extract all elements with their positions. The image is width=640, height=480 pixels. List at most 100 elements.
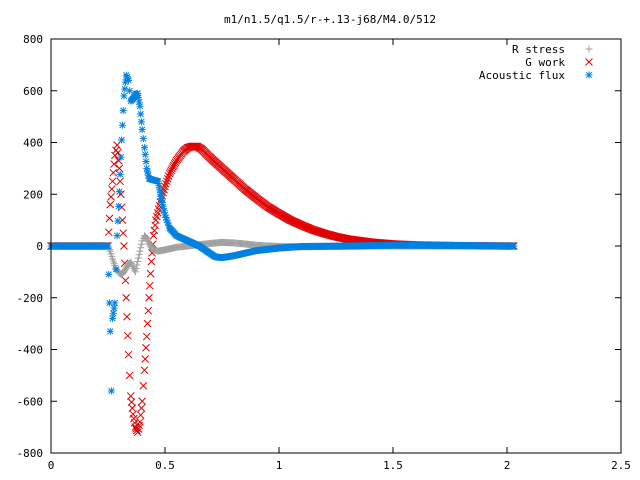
- data-point: [143, 234, 151, 242]
- data-point: [118, 136, 126, 144]
- data-point: [142, 343, 150, 352]
- x-tick-label: 0.5: [155, 459, 175, 472]
- data-point: [159, 203, 167, 211]
- x-tick-label: 2: [504, 459, 511, 472]
- legend-marker: [585, 71, 593, 79]
- x-tick-label: 0: [48, 459, 55, 472]
- data-point: [117, 203, 126, 212]
- data-point: [131, 268, 139, 276]
- series-g-work: [47, 141, 518, 437]
- data-point: [109, 314, 117, 322]
- data-point: [115, 188, 123, 196]
- legend-marker: [585, 58, 593, 66]
- data-point: [147, 257, 156, 266]
- data-point: [129, 263, 137, 271]
- data-point: [127, 258, 135, 266]
- x-tick-label: 1.5: [383, 459, 403, 472]
- x-tick-label: 1: [276, 459, 283, 472]
- data-point: [107, 387, 115, 395]
- data-point: [136, 418, 144, 426]
- data-point: [118, 121, 126, 129]
- data-point: [114, 217, 122, 225]
- data-point: [107, 185, 116, 193]
- data-point: [118, 216, 127, 224]
- data-point: [119, 107, 127, 115]
- data-point: [161, 182, 169, 191]
- data-point: [142, 332, 151, 341]
- series-layer: [47, 71, 518, 437]
- data-point: [141, 151, 149, 159]
- data-point: [126, 87, 134, 95]
- x-tick-label: 2.5: [611, 459, 631, 472]
- data-point: [138, 126, 146, 134]
- data-point: [104, 242, 112, 250]
- data-point: [119, 229, 128, 237]
- data-point: [110, 304, 118, 312]
- data-point: [109, 309, 117, 317]
- data-point: [146, 269, 155, 278]
- data-point: [136, 102, 144, 110]
- data-point: [137, 240, 145, 248]
- data-point: [123, 312, 131, 321]
- data-point: [112, 265, 120, 273]
- data-point: [110, 160, 118, 168]
- plot-frame: [50, 38, 622, 454]
- y-tick-label: -200: [17, 292, 44, 305]
- data-point: [115, 164, 124, 173]
- chart-title: m1/n1.5/q1.5/r-+.13-j68/M4.0/512: [224, 13, 436, 26]
- data-point: [162, 177, 171, 186]
- data-point: [510, 242, 518, 250]
- data-point: [142, 157, 150, 165]
- y-tick-label: 600: [23, 85, 43, 98]
- data-point: [114, 148, 122, 157]
- data-point: [116, 177, 125, 186]
- data-point: [109, 168, 118, 177]
- data-point: [134, 258, 142, 266]
- data-point: [137, 404, 146, 413]
- data-point: [136, 411, 145, 419]
- data-point: [132, 264, 140, 272]
- legend-marker: [585, 45, 593, 53]
- data-point: [106, 327, 114, 335]
- data-point: [128, 260, 136, 268]
- data-point: [145, 281, 154, 290]
- data-point: [144, 236, 152, 244]
- y-tick-label: -400: [17, 344, 44, 357]
- data-point: [139, 381, 148, 390]
- data-point: [123, 331, 132, 340]
- data-point: [164, 172, 173, 180]
- data-point: [137, 110, 145, 118]
- data-point: [138, 397, 147, 406]
- data-point: [117, 153, 125, 161]
- data-point: [134, 254, 142, 262]
- data-point: [137, 118, 145, 126]
- data-point: [163, 174, 172, 183]
- legend-label: Acoustic flux: [479, 69, 565, 82]
- y-tick-label: 0: [36, 240, 43, 253]
- data-point: [143, 319, 152, 328]
- data-point: [116, 170, 124, 178]
- data-point: [113, 232, 121, 240]
- data-point: [122, 293, 131, 302]
- y-tick-label: 800: [23, 33, 43, 46]
- data-point: [105, 214, 114, 223]
- data-point: [107, 192, 115, 201]
- data-point: [108, 177, 117, 186]
- data-point: [144, 238, 152, 246]
- data-point: [121, 276, 130, 285]
- legend-label: G work: [525, 56, 565, 69]
- axis-ticks: -800 -600 -400 -200 0 200 400 600 800 0 0.5 1 1.5 2 2.…: [17, 33, 631, 472]
- y-tick-label: -800: [17, 447, 44, 460]
- y-tick-label: 400: [23, 137, 43, 150]
- data-point: [162, 180, 170, 188]
- y-tick-label: -600: [17, 395, 44, 408]
- data-point: [141, 355, 150, 363]
- data-point: [105, 270, 113, 278]
- data-point: [120, 242, 128, 250]
- data-point: [136, 247, 144, 255]
- data-point: [121, 85, 129, 93]
- data-point: [131, 266, 139, 274]
- data-point: [125, 76, 133, 84]
